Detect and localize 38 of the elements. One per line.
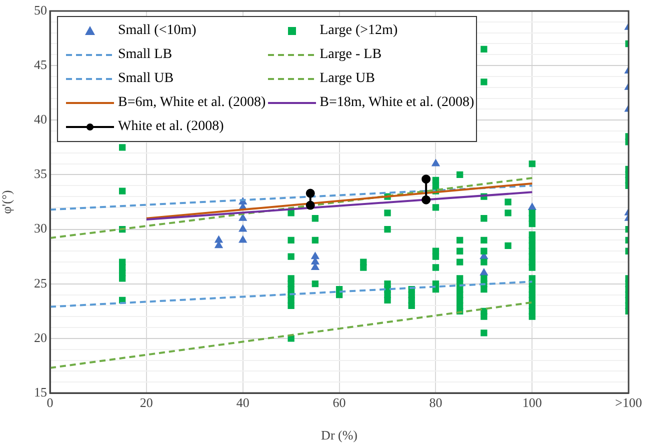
y-tick-label: 35 — [34, 166, 47, 182]
point — [422, 174, 431, 184]
point — [306, 188, 315, 198]
point — [422, 195, 431, 204]
point — [238, 214, 247, 221]
point — [214, 236, 223, 243]
x-tick-label: >100 — [615, 395, 642, 410]
y-axis-title: φ'(°) — [0, 190, 14, 214]
x-tick-label: 80 — [429, 395, 442, 410]
point — [238, 236, 247, 243]
point — [238, 224, 247, 232]
x-tick-label: 0 — [46, 395, 54, 410]
legend-label: B=18m, White et al. (2008) — [320, 95, 474, 111]
point — [311, 252, 320, 260]
x-tick-label: 20 — [140, 395, 153, 410]
legend-label: White et al. (2008) — [118, 119, 224, 135]
legend-label: Small UB — [118, 71, 174, 87]
x-tick-label: 60 — [332, 395, 346, 410]
y-tick-label: 30 — [34, 220, 47, 236]
y-tick-label: 50 — [34, 2, 47, 18]
legend-label: Large UB — [320, 71, 375, 87]
point — [432, 159, 440, 166]
y-tick-label: 45 — [34, 56, 47, 72]
legend-label: Small LB — [118, 47, 172, 63]
legend-label: Large - LB — [320, 47, 382, 63]
y-tick-label: 15 — [34, 384, 47, 400]
y-tick-label: 40 — [34, 112, 47, 127]
x-axis-title: Dr (%) — [321, 428, 358, 443]
y-tick-label: 25 — [34, 275, 47, 290]
point — [528, 202, 536, 210]
point — [306, 200, 315, 210]
x-tick-label: 40 — [236, 395, 250, 410]
point — [480, 268, 488, 276]
y-tick-label: 20 — [34, 330, 47, 345]
legend-label: Small (<10m) — [118, 23, 196, 39]
legend-label: Large (>12m) — [320, 23, 398, 39]
x-tick-label: 100 — [522, 395, 542, 410]
legend-label: B=6m, White et al. (2008) — [118, 95, 266, 111]
